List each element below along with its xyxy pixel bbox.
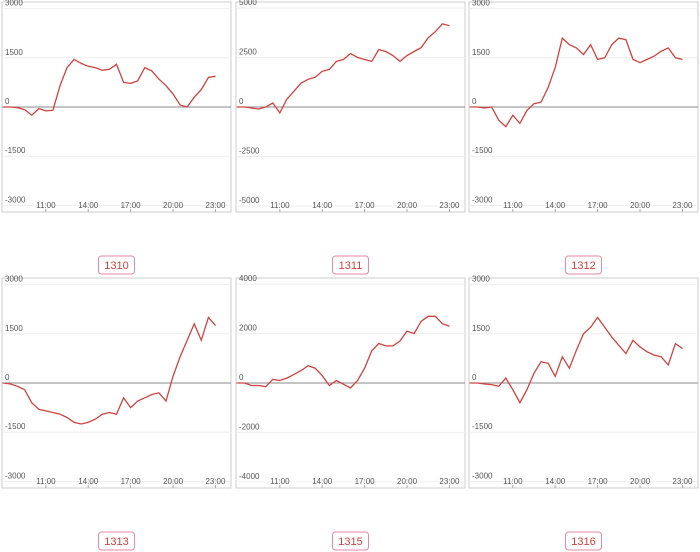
x-tick-label: 23:00 bbox=[439, 477, 460, 486]
y-tick-label: -1500 bbox=[472, 422, 493, 431]
x-tick-label: 11:00 bbox=[36, 201, 56, 210]
chart-title: 1316 bbox=[571, 536, 595, 548]
series-line bbox=[237, 315, 450, 389]
y-tick-label: 1500 bbox=[5, 324, 23, 333]
x-tick-label: 17:00 bbox=[121, 201, 142, 210]
y-tick-label: 3000 bbox=[5, 275, 23, 284]
x-tick-label: 11:00 bbox=[503, 201, 523, 210]
x-tick-label: 20:00 bbox=[397, 477, 418, 486]
title-badge bbox=[565, 531, 602, 551]
chart-panel: -3000 -1500 0 1500 3000 11:00 14:00 17:00 20:00 2… bbox=[1, 275, 232, 551]
x-tick-label: 23:00 bbox=[205, 477, 226, 486]
x-tick-label: 23:00 bbox=[205, 201, 226, 210]
x-tick-label: 14:00 bbox=[78, 477, 99, 486]
x-tick-label: 20:00 bbox=[163, 477, 184, 486]
x-tick-label: 17:00 bbox=[355, 477, 376, 486]
x-tick-label: 17:00 bbox=[588, 201, 609, 210]
y-tick-label: -2000 bbox=[239, 422, 260, 431]
y-tick-label: 0 bbox=[5, 373, 10, 382]
x-tick-label: 23:00 bbox=[439, 201, 460, 210]
series-line bbox=[470, 316, 683, 405]
x-tick-label: 14:00 bbox=[545, 201, 566, 210]
y-tick-label: -3000 bbox=[5, 471, 26, 480]
y-tick-label: 5000 bbox=[239, 0, 257, 7]
x-tick-label: 17:00 bbox=[121, 477, 142, 486]
chart-panel: -4000 -2000 0 2000 4000 11:00 14:00 17:00 20:00 2… bbox=[235, 274, 466, 551]
y-tick-label: 3000 bbox=[5, 0, 23, 8]
title-badge bbox=[98, 531, 135, 551]
y-tick-label: 0 bbox=[5, 97, 10, 106]
y-tick-label: 0 bbox=[239, 373, 244, 382]
y-tick-label: -2500 bbox=[239, 147, 260, 156]
chart-title: 1311 bbox=[339, 260, 363, 272]
x-tick-label: 11:00 bbox=[36, 477, 56, 486]
y-tick-label: -1500 bbox=[472, 146, 493, 155]
x-tick-label: 14:00 bbox=[78, 201, 99, 210]
y-tick-label: 3000 bbox=[472, 0, 490, 8]
series-line bbox=[3, 58, 216, 117]
y-tick-label: 1500 bbox=[472, 324, 490, 333]
title-badge bbox=[332, 255, 369, 275]
chart-panel: -3000 -1500 0 1500 3000 11:00 14:00 17:00 20:00 2… bbox=[468, 0, 699, 275]
y-tick-label: 3000 bbox=[472, 275, 490, 284]
chart-title: 1315 bbox=[338, 536, 362, 548]
x-tick-label: 14:00 bbox=[312, 477, 333, 486]
title-badge bbox=[98, 255, 135, 275]
y-tick-label: 2500 bbox=[239, 47, 257, 56]
x-tick-label: 23:00 bbox=[672, 201, 693, 210]
y-tick-label: -4000 bbox=[239, 472, 260, 481]
chart-title: 1312 bbox=[571, 260, 595, 272]
y-tick-label: -5000 bbox=[239, 196, 260, 205]
title-badge bbox=[332, 531, 369, 551]
x-tick-label: 20:00 bbox=[630, 201, 651, 210]
y-tick-label: 1500 bbox=[5, 48, 23, 57]
y-tick-label: 1500 bbox=[472, 48, 490, 57]
x-tick-label: 14:00 bbox=[545, 477, 566, 486]
series-line bbox=[237, 23, 450, 115]
chart-panel: -3000 -1500 0 1500 3000 11:00 14:00 17:00 20:00 2… bbox=[1, 0, 232, 275]
x-tick-label: 11:00 bbox=[270, 201, 290, 210]
x-tick-label: 17:00 bbox=[588, 477, 609, 486]
x-tick-label: 20:00 bbox=[163, 201, 184, 210]
y-tick-label: 0 bbox=[239, 97, 244, 106]
series-line bbox=[3, 316, 216, 425]
y-tick-label: -3000 bbox=[472, 471, 493, 480]
x-tick-label: 11:00 bbox=[503, 477, 523, 486]
x-tick-label: 17:00 bbox=[355, 201, 376, 210]
x-tick-label: 23:00 bbox=[672, 477, 693, 486]
series-line bbox=[470, 36, 683, 128]
title-badge bbox=[565, 255, 602, 275]
y-tick-label: -3000 bbox=[472, 195, 493, 204]
y-tick-label: -3000 bbox=[5, 195, 26, 204]
x-tick-label: 20:00 bbox=[397, 201, 418, 210]
chart-panel: -3000 -1500 0 1500 3000 11:00 14:00 17:00 20:00 2… bbox=[468, 275, 699, 551]
y-tick-label: 2000 bbox=[239, 324, 257, 333]
y-tick-label: -1500 bbox=[5, 146, 26, 155]
x-tick-label: 14:00 bbox=[312, 201, 333, 210]
chart-panel: -5000 -2500 0 2500 5000 11:00 14:00 17:00 20:00 2… bbox=[235, 0, 466, 275]
y-tick-label: 0 bbox=[472, 373, 477, 382]
y-tick-label: 0 bbox=[472, 97, 477, 106]
x-tick-label: 20:00 bbox=[630, 477, 651, 486]
chart-title: 1310 bbox=[104, 260, 128, 272]
y-tick-label: -1500 bbox=[5, 422, 26, 431]
chart-title: 1313 bbox=[104, 536, 128, 548]
y-tick-label: 4000 bbox=[239, 274, 257, 283]
x-tick-label: 11:00 bbox=[270, 477, 290, 486]
